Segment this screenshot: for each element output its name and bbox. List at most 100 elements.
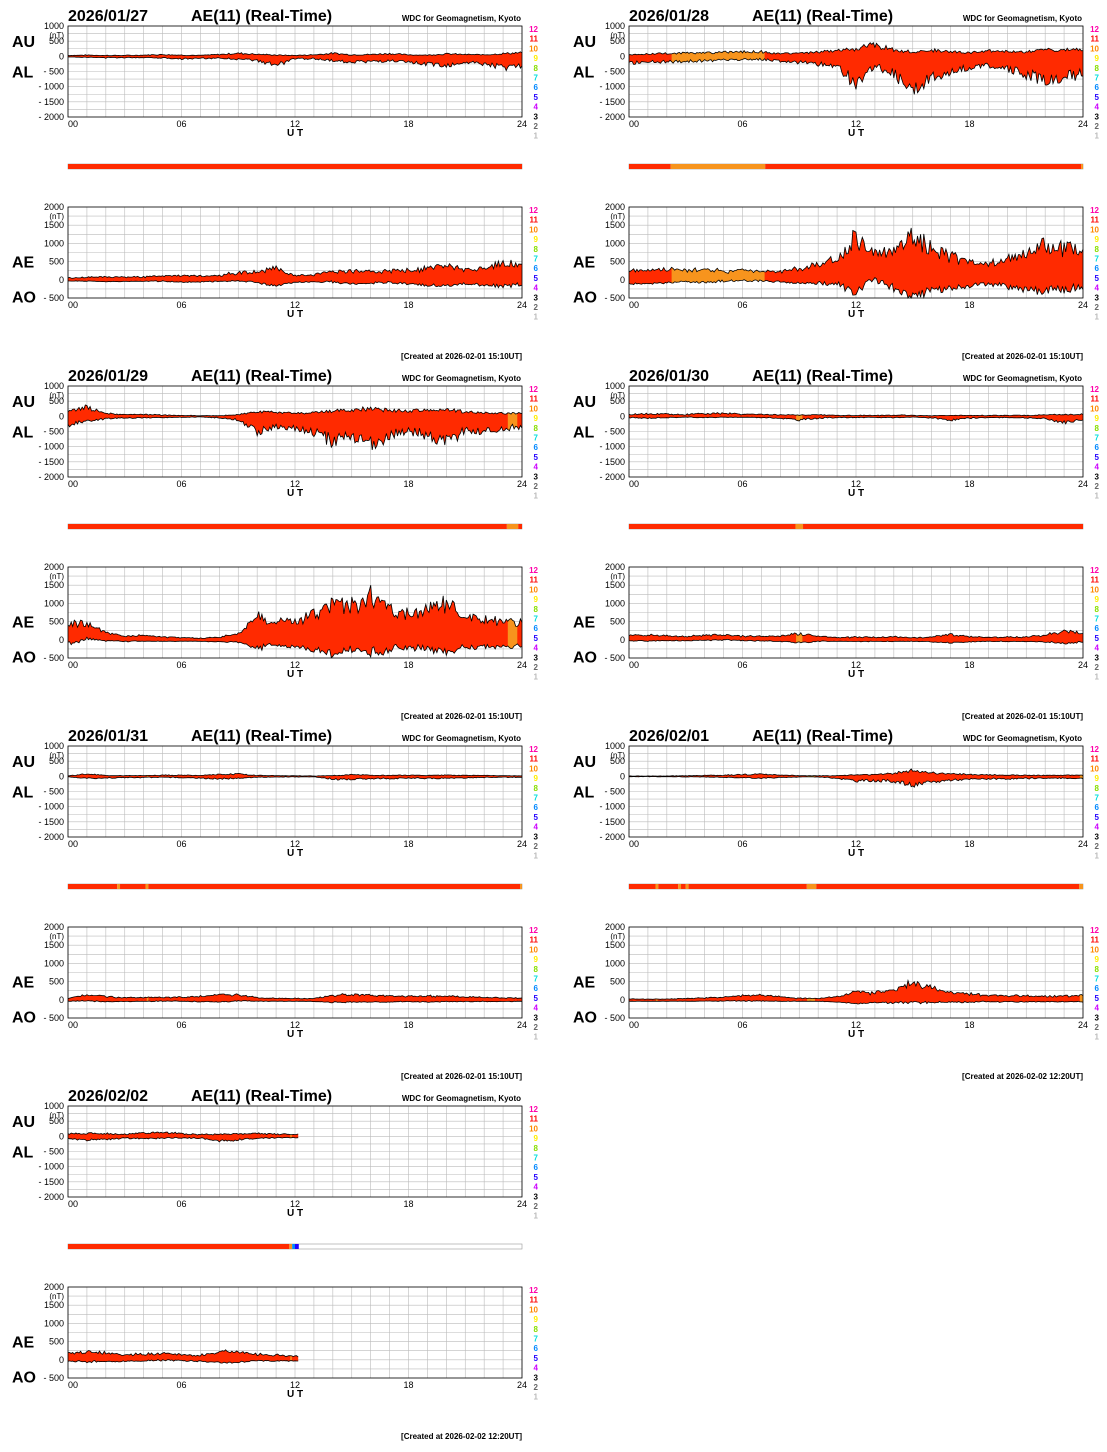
legend-entry: 5 [534,1354,539,1363]
legend-entry: 1 [534,492,539,501]
legend-entry: 6 [1095,984,1100,993]
x-tick-label: 24 [517,839,527,849]
legend-entry: 7 [1095,434,1100,443]
x-tick-label: 24 [1078,839,1088,849]
chart-title: AE(11) (Real-Time) [752,728,893,745]
legend-entry: 3 [1095,653,1100,662]
coverage-segment [145,884,149,889]
y-tick-label: 1000 [605,598,625,608]
y-tick-label: - 1000 [599,442,625,452]
coverage-segment [1081,164,1083,169]
legend-entry: 7 [1095,975,1100,984]
x-tick-label: 24 [517,1020,527,1030]
y-tick-label: - 500 [604,427,625,437]
ae-chart-2026-01-31: 2026/01/31 AE(11) (Real-Time) WDC for Geom… [12,728,539,1081]
chart-title: AE(11) (Real-Time) [752,368,893,385]
legend-entry: 9 [1095,955,1100,964]
al-label: AL [573,425,595,442]
plot-frame [628,745,1084,838]
au-label: AU [12,394,35,411]
y-tick-label: - 1000 [38,1162,64,1172]
legend-entry: 12 [1090,385,1099,394]
y-tick-label: - 2000 [599,472,625,482]
legend-entry: 4 [534,463,539,472]
legend-entry: 5 [534,93,539,102]
legend-entry: 7 [534,615,539,624]
x-tick-label: 00 [68,839,78,849]
coverage-bar [67,163,523,170]
legend-entry: 6 [1095,803,1100,812]
y-unit-label: (nT) [610,212,625,221]
legend-entry: 7 [1095,74,1100,83]
x-tick-label: 24 [517,479,527,489]
x-tick-label: 12 [290,300,300,310]
au-label: AU [12,1114,35,1131]
x-tick-label: 06 [737,300,747,310]
coverage-segment [506,524,519,529]
y-tick-label: 0 [620,275,625,285]
y-tick-label: 0 [59,275,64,285]
plot-frame [67,926,523,1019]
x-tick-label: 06 [176,1020,186,1030]
ae-chart-2026-02-01: 2026/02/01 AE(11) (Real-Time) WDC for Geom… [573,728,1100,1081]
partial-coverage-area [290,1355,292,1361]
y-tick-label: 500 [49,257,64,267]
x-tick-label: 24 [517,1199,527,1209]
y-tick-label: 0 [59,1355,64,1365]
y-tick-label: - 1500 [599,817,625,827]
legend-entry: 4 [1095,103,1100,112]
created-timestamp: [Created at 2026-02-01 15:10UT] [401,1072,522,1081]
legend-entry: 9 [534,414,539,423]
ao-line [628,277,1084,299]
x-tick-label: 12 [851,1020,861,1030]
legend-entry: 1 [534,132,539,141]
au-al-area [629,768,1083,788]
y-tick-label: 1000 [605,958,625,968]
legend-entry: 4 [1095,284,1100,293]
legend-entry: 12 [529,1286,538,1295]
ae-line [628,227,1084,274]
x-tick-label: 18 [964,1020,974,1030]
x-tick-label: 00 [629,839,639,849]
y-tick-label: - 1500 [38,457,64,467]
legend-entry: 2 [1095,1023,1100,1032]
y-tick-label: - 500 [43,787,64,797]
legend-entry: 6 [1095,624,1100,633]
x-tick-label: 12 [851,479,861,489]
ae-label: AE [12,255,35,272]
x-tick-label: 12 [851,119,861,129]
chart-source: WDC for Geomagnetism, Kyoto [402,14,521,23]
legend-entry: 10 [1090,585,1099,594]
x-tick-label: 06 [176,479,186,489]
legend-entry: 4 [534,1183,539,1192]
legend-entry: 4 [534,284,539,293]
y-unit-label: (nT) [610,31,625,40]
y-tick-label: 0 [620,995,625,1005]
legend-entry: 5 [1095,994,1100,1003]
x-tick-label: 00 [68,660,78,670]
coverage-segment [520,884,522,889]
ae-label: AE [573,975,596,992]
x-tick-label: 12 [851,839,861,849]
upper-panel: 1000 500 0 - 500 - 1000 - 1500 - 2000 (nT) 00 06 1… [573,21,1100,141]
ae-chart-2026-01-28: 2026/01/28 AE(11) (Real-Time) WDC for Geom… [573,8,1100,361]
y-tick-label: - 2000 [599,832,625,842]
legend-entry: 9 [534,595,539,604]
y-tick-label: 500 [49,1337,64,1347]
ae-line [67,259,522,279]
x-tick-label: 18 [964,300,974,310]
legend-entry: 1 [534,313,539,322]
coverage-segment [803,524,1083,529]
x-tick-label: 00 [629,119,639,129]
legend-entry: 4 [534,1004,539,1013]
au-line [67,404,523,417]
legend-entry: 12 [529,926,538,935]
upper-panel: 1000 500 0 - 500 - 1000 - 1500 - 2000 (nT) 00 06 1… [12,1101,539,1221]
ae-line [628,629,1084,639]
legend-entry: 5 [1095,634,1100,643]
legend-entry: 6 [534,1344,539,1353]
coverage-segment [148,884,521,889]
legend-entry: 6 [1095,83,1100,92]
